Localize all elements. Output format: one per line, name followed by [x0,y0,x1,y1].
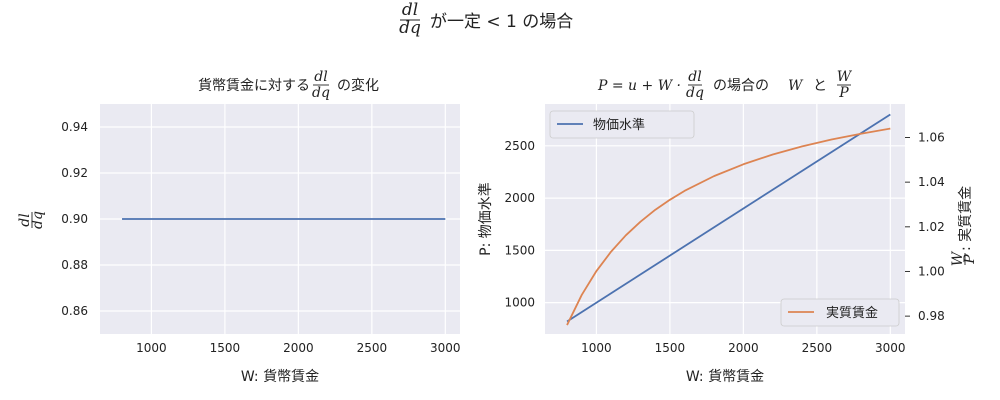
right-chart-left-y-tick: 2000 [504,191,535,205]
right-chart-right-y-label: W P : 実質賃金 [950,186,978,266]
right-chart-right-y-tick: 1.00 [918,264,945,278]
right-chart-title-frac2-num: W [837,69,853,85]
left-chart: 1000 1500 2000 2500 3000 0.86 0.88 0.90 0.92 0.9… [17,69,461,385]
left-chart-y-ticks: 0.86 0.88 0.90 0.92 0.94 [61,120,88,318]
right-chart-left-y-ticks: 1000 1500 2000 2500 [504,139,535,310]
left-chart-x-label: W: 貨幣賃金 [241,368,319,385]
legend-price-level-label: 物価水準 [593,117,645,133]
right-chart-title-frac-den: dq [686,85,704,101]
right-chart: 1000 1500 2000 2500 3000 1000 1500 2000 2500 0.… [478,69,978,385]
right-chart-x-ticks: 1000 1500 2000 2500 3000 [581,341,905,355]
left-chart-y-tick: 0.90 [61,212,88,226]
legend-price-level: 物価水準 [549,110,695,139]
right-chart-left-y-tick: 1500 [504,243,535,257]
right-chart-right-y-tick: 1.02 [918,220,945,234]
figure-title-frac-num: dl [402,0,418,20]
right-chart-title-mid: の場合の [713,78,769,94]
right-chart-x-label: W: 貨幣賃金 [686,368,764,385]
right-chart-lines [566,113,891,326]
right-chart-title: P = u + W · dl dq の場合の W と W P [597,69,853,101]
right-chart-title-w: W [788,78,804,94]
left-chart-y-label: dl dq [17,211,46,229]
left-chart-x-tick: 2500 [357,341,388,355]
figure-title: dl dq が一定 < 1 の場合 [399,0,573,38]
left-chart-y-label-den: dq [30,211,46,229]
right-chart-left-y-tick: 1000 [504,296,535,310]
right-chart-right-y-label-den: P [962,254,978,265]
left-chart-title-suffix: の変化 [337,77,379,94]
left-chart-x-tick: 2000 [283,341,314,355]
left-chart-title-frac-num: dl [314,69,327,85]
right-chart-title-frac2-den: P [838,85,849,101]
left-chart-title-prefix: 貨幣賃金に対する [198,77,310,94]
real-wage-line [566,127,891,326]
right-chart-right-y-label-num: W [950,250,966,266]
left-chart-x-tick: 1500 [210,341,241,355]
left-chart-title: 貨幣賃金に対する dl dq の変化 [198,69,379,101]
right-chart-right-y-tick: 1.04 [918,175,945,189]
right-chart-title-and: と [813,78,827,94]
right-chart-right-y-ticks: 0.98 1.00 1.02 1.04 1.06 [905,130,945,323]
legend-real-wage: 実質賃金 [780,298,900,327]
left-chart-y-label-num: dl [17,213,33,226]
right-chart-title-frac-num: dl [688,69,701,85]
right-chart-x-tick: 2000 [728,341,759,355]
left-chart-x-ticks: 1000 1500 2000 2500 3000 [136,341,460,355]
right-chart-right-y-label-text: : 実質賃金 [958,186,974,251]
right-chart-right-y-tick: 1.06 [918,130,945,144]
right-chart-left-y-tick: 2500 [504,139,535,153]
right-chart-title-math: P = u + W · [597,78,681,94]
left-chart-y-tick: 0.94 [61,120,88,134]
right-chart-grid [545,104,905,334]
right-chart-x-tick: 3000 [875,341,906,355]
right-chart-plot-area [545,104,905,334]
figure-title-frac-den: dq [399,18,421,38]
left-chart-title-frac-den: dq [312,85,330,101]
legend-real-wage-label: 実質賃金 [826,305,878,321]
right-chart-x-tick: 2500 [802,341,833,355]
left-chart-y-tick: 0.92 [61,166,88,180]
left-chart-x-tick: 3000 [430,341,461,355]
left-chart-y-tick: 0.86 [61,304,88,318]
legend-price-level-box [549,110,695,139]
right-chart-left-y-label: P: 物価水準 [478,182,494,256]
left-chart-y-tick: 0.88 [61,258,88,272]
right-chart-x-tick: 1500 [655,341,686,355]
legend-real-wage-box [780,298,900,327]
right-chart-right-y-tick: 0.98 [918,309,945,323]
price-level-line [566,113,891,323]
figure-title-text: が一定 < 1 の場合 [430,12,573,32]
left-chart-x-tick: 1000 [136,341,167,355]
right-chart-x-tick: 1000 [581,341,612,355]
